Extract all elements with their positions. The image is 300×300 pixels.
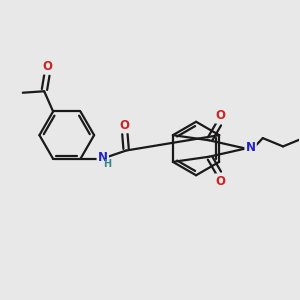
Text: O: O [120, 119, 130, 132]
Text: O: O [216, 175, 226, 188]
Text: H: H [103, 159, 111, 169]
Text: N: N [246, 141, 256, 154]
Text: N: N [98, 151, 108, 164]
Text: O: O [216, 110, 226, 122]
Text: O: O [42, 60, 52, 74]
